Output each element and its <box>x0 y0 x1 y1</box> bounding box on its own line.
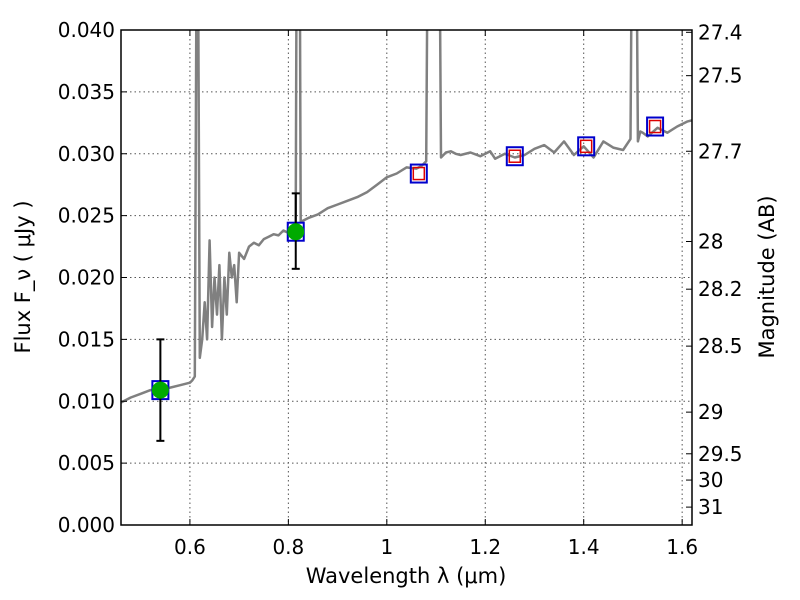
mag-tick-label: 29.5 <box>698 442 743 466</box>
detection-point <box>287 223 305 241</box>
mag-tick-label: 28 <box>698 229 723 253</box>
model-flux-box <box>409 163 428 184</box>
y2-axis-label: Magnitude (AB) <box>755 195 779 358</box>
x-tick-label: 1.6 <box>666 535 698 559</box>
x-tick-label: 0.6 <box>174 535 206 559</box>
upper-limit-box <box>579 139 593 154</box>
mag-tick-label: 27.4 <box>698 20 743 44</box>
y-tick-label: 0.005 <box>58 451 115 475</box>
mag-tick-label: 29 <box>698 400 723 424</box>
y-axis-label: Flux F_ν ( μJy ) <box>11 200 36 353</box>
y-tick-label: 0.035 <box>58 80 115 104</box>
mag-tick-label: 27.7 <box>698 139 743 163</box>
axis-ticks: 0.6 0.8 1 1.2 1.4 1.6 0.000 0.005 0.010 0.015 0.02… <box>58 18 743 559</box>
mag-tick-label: 27.5 <box>698 64 743 88</box>
y-tick-label: 0.040 <box>58 18 115 42</box>
spectrum-layer <box>121 30 692 404</box>
grid-lines <box>121 30 692 525</box>
y-tick-label: 0.025 <box>58 204 115 228</box>
photometry-markers <box>151 116 665 442</box>
mag-tick-label: 28.5 <box>698 334 743 358</box>
upper-limit-box <box>648 119 662 134</box>
x-tick-label: 1 <box>380 535 393 559</box>
x-tick-label: 0.8 <box>272 535 304 559</box>
mag-tick-label: 31 <box>698 495 723 519</box>
x-tick-label: 1.4 <box>568 535 600 559</box>
mag-tick-label: 28.2 <box>698 277 743 301</box>
x-axis-label: Wavelength λ (μm) <box>306 564 507 588</box>
model-flux-box <box>577 136 596 157</box>
model-flux-box <box>646 116 665 137</box>
model-flux-box <box>505 146 524 167</box>
detection-point <box>151 381 169 399</box>
y-tick-label: 0.010 <box>58 389 115 413</box>
upper-limit-box <box>508 149 522 163</box>
y-tick-label: 0.030 <box>58 142 115 166</box>
y-tick-label: 0.000 <box>58 513 115 537</box>
mag-tick-label: 30 <box>698 468 723 492</box>
x-tick-label: 1.2 <box>469 535 501 559</box>
y-tick-label: 0.015 <box>58 327 115 351</box>
upper-limit-box <box>412 166 426 181</box>
spectrum-line <box>121 30 692 404</box>
y-tick-label: 0.020 <box>58 266 115 290</box>
